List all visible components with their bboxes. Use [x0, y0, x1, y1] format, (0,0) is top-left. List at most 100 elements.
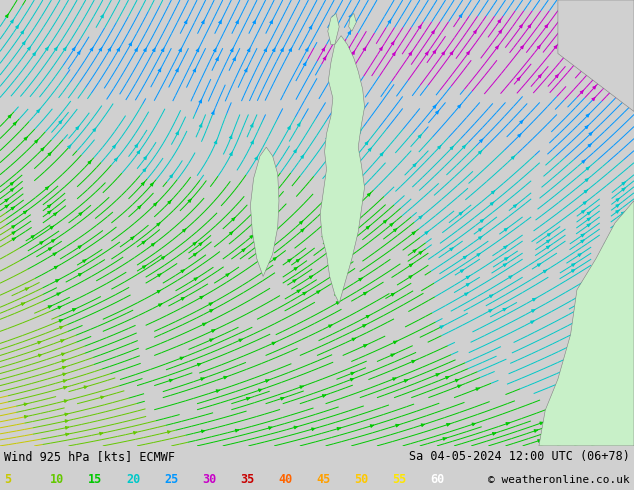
- FancyArrowPatch shape: [465, 293, 468, 295]
- FancyArrowPatch shape: [419, 251, 422, 254]
- FancyArrowPatch shape: [312, 428, 315, 431]
- FancyArrowPatch shape: [129, 42, 132, 46]
- FancyArrowPatch shape: [538, 264, 541, 267]
- FancyArrowPatch shape: [113, 145, 116, 148]
- FancyArrowPatch shape: [450, 51, 453, 55]
- FancyArrowPatch shape: [503, 246, 507, 249]
- Text: 50: 50: [354, 473, 368, 487]
- FancyArrowPatch shape: [586, 167, 590, 170]
- FancyArrowPatch shape: [588, 45, 591, 49]
- FancyArrowPatch shape: [143, 168, 146, 172]
- FancyArrowPatch shape: [413, 163, 417, 167]
- FancyArrowPatch shape: [614, 270, 618, 272]
- Polygon shape: [328, 13, 339, 45]
- FancyArrowPatch shape: [309, 276, 313, 279]
- FancyArrowPatch shape: [562, 24, 565, 28]
- FancyArrowPatch shape: [391, 354, 394, 357]
- FancyArrowPatch shape: [301, 155, 304, 158]
- Text: 30: 30: [202, 473, 216, 487]
- FancyArrowPatch shape: [462, 145, 466, 148]
- FancyArrowPatch shape: [13, 122, 16, 125]
- Text: 20: 20: [126, 473, 140, 487]
- FancyArrowPatch shape: [419, 216, 422, 219]
- FancyArrowPatch shape: [538, 74, 541, 78]
- FancyArrowPatch shape: [601, 289, 604, 292]
- FancyArrowPatch shape: [169, 379, 172, 382]
- FancyArrowPatch shape: [421, 424, 424, 426]
- FancyArrowPatch shape: [180, 357, 183, 360]
- FancyArrowPatch shape: [247, 48, 250, 52]
- FancyArrowPatch shape: [216, 390, 219, 392]
- FancyArrowPatch shape: [370, 425, 373, 427]
- FancyArrowPatch shape: [272, 342, 275, 345]
- FancyArrowPatch shape: [100, 432, 103, 435]
- FancyArrowPatch shape: [593, 372, 597, 375]
- FancyArrowPatch shape: [582, 160, 585, 163]
- FancyArrowPatch shape: [242, 248, 245, 252]
- FancyArrowPatch shape: [394, 228, 397, 232]
- FancyArrowPatch shape: [466, 283, 470, 286]
- FancyArrowPatch shape: [301, 229, 304, 232]
- FancyArrowPatch shape: [48, 247, 52, 250]
- FancyArrowPatch shape: [226, 273, 230, 276]
- FancyArrowPatch shape: [571, 355, 574, 357]
- FancyArrowPatch shape: [72, 47, 75, 51]
- FancyArrowPatch shape: [432, 30, 435, 34]
- FancyArrowPatch shape: [141, 182, 145, 185]
- Text: 5: 5: [4, 473, 11, 487]
- FancyArrowPatch shape: [367, 193, 371, 196]
- FancyArrowPatch shape: [157, 290, 160, 293]
- FancyArrowPatch shape: [519, 24, 522, 28]
- FancyArrowPatch shape: [615, 234, 619, 237]
- FancyArrowPatch shape: [388, 20, 391, 23]
- FancyArrowPatch shape: [365, 141, 368, 145]
- FancyArrowPatch shape: [216, 57, 219, 61]
- FancyArrowPatch shape: [101, 396, 104, 399]
- FancyArrowPatch shape: [537, 45, 540, 49]
- Text: 25: 25: [164, 473, 178, 487]
- FancyArrowPatch shape: [63, 373, 66, 376]
- FancyArrowPatch shape: [605, 385, 608, 388]
- FancyArrowPatch shape: [303, 62, 306, 66]
- FancyArrowPatch shape: [210, 339, 213, 342]
- FancyArrowPatch shape: [10, 188, 14, 192]
- FancyArrowPatch shape: [5, 199, 8, 202]
- FancyArrowPatch shape: [230, 48, 233, 52]
- FancyArrowPatch shape: [614, 258, 618, 261]
- FancyArrowPatch shape: [512, 156, 515, 159]
- FancyArrowPatch shape: [59, 120, 62, 123]
- Polygon shape: [320, 36, 365, 303]
- FancyArrowPatch shape: [440, 326, 443, 328]
- FancyArrowPatch shape: [176, 68, 178, 72]
- FancyArrowPatch shape: [593, 86, 596, 89]
- FancyArrowPatch shape: [137, 150, 140, 154]
- FancyArrowPatch shape: [450, 146, 453, 149]
- FancyArrowPatch shape: [533, 298, 536, 301]
- FancyArrowPatch shape: [614, 264, 618, 267]
- FancyArrowPatch shape: [58, 306, 61, 309]
- FancyArrowPatch shape: [437, 146, 441, 149]
- FancyArrowPatch shape: [413, 249, 417, 252]
- FancyArrowPatch shape: [489, 295, 493, 297]
- FancyArrowPatch shape: [621, 224, 624, 227]
- FancyArrowPatch shape: [606, 440, 609, 442]
- FancyArrowPatch shape: [474, 30, 477, 33]
- FancyArrowPatch shape: [581, 234, 585, 237]
- FancyArrowPatch shape: [584, 371, 587, 373]
- FancyArrowPatch shape: [281, 397, 284, 400]
- FancyArrowPatch shape: [597, 393, 600, 396]
- FancyArrowPatch shape: [193, 253, 197, 256]
- Polygon shape: [349, 13, 356, 31]
- FancyArrowPatch shape: [66, 433, 69, 436]
- FancyArrowPatch shape: [578, 253, 581, 256]
- FancyArrowPatch shape: [404, 380, 408, 382]
- FancyArrowPatch shape: [59, 319, 62, 322]
- FancyArrowPatch shape: [571, 366, 574, 368]
- FancyArrowPatch shape: [82, 260, 86, 263]
- FancyArrowPatch shape: [31, 235, 34, 238]
- FancyArrowPatch shape: [390, 223, 393, 226]
- FancyArrowPatch shape: [333, 233, 337, 236]
- FancyArrowPatch shape: [436, 111, 439, 114]
- FancyArrowPatch shape: [586, 114, 590, 117]
- FancyArrowPatch shape: [587, 218, 590, 221]
